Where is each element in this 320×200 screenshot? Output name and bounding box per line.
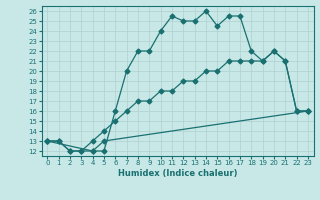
- X-axis label: Humidex (Indice chaleur): Humidex (Indice chaleur): [118, 169, 237, 178]
